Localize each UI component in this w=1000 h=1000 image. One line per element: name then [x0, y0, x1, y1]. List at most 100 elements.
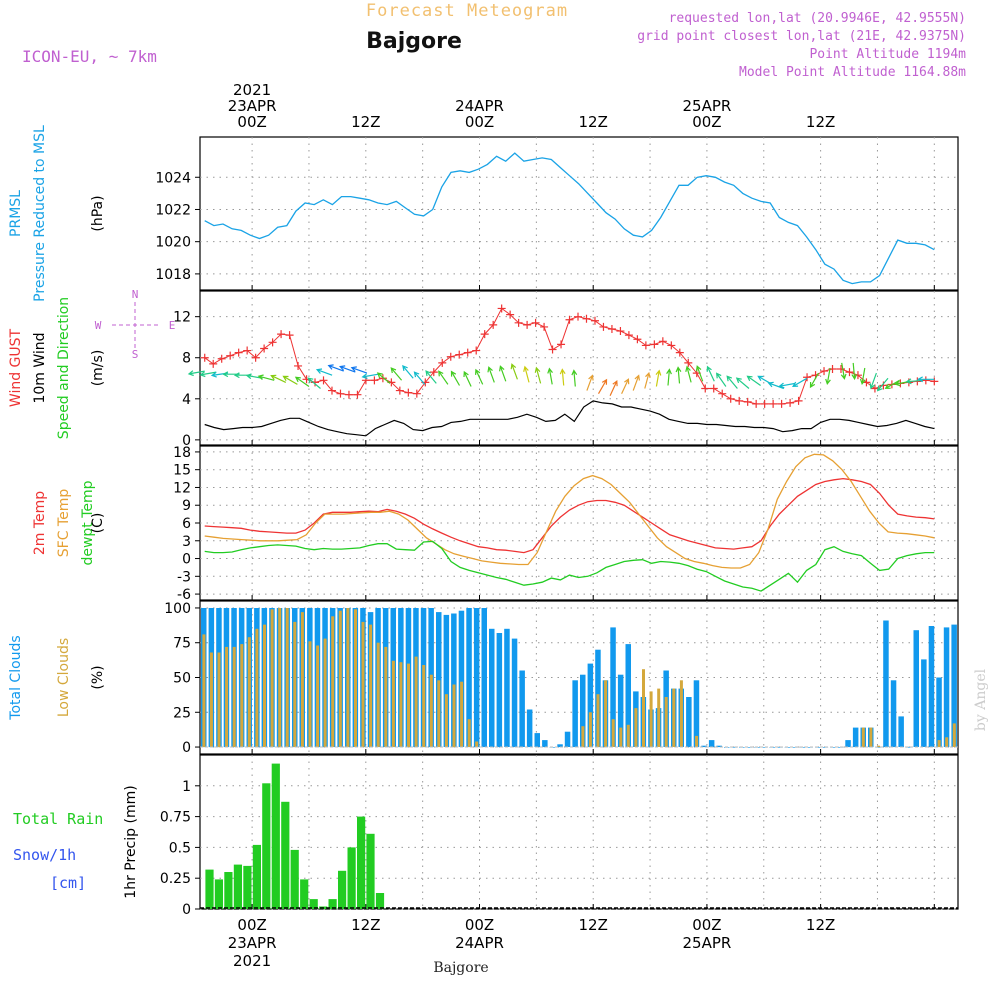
wind-direction-arrow	[655, 369, 662, 387]
total-cloud-bar	[610, 627, 616, 747]
low-cloud-bar	[293, 621, 297, 748]
low-cloud-bar	[877, 745, 880, 748]
top-time-label: 12Z	[806, 113, 835, 131]
wind-direction-arrow	[876, 377, 889, 392]
total-cloud-bar	[936, 677, 942, 747]
wind-direction-arrow	[450, 370, 461, 386]
low-cloud-bar	[429, 674, 433, 747]
wind-direction-arrow	[499, 365, 507, 382]
wind-direction-arrow	[350, 366, 368, 374]
rain-bar	[252, 844, 261, 909]
wind-direction-arrow	[859, 367, 866, 386]
y-tick-label: 1024	[155, 170, 191, 186]
wind-direction-arrow	[523, 365, 530, 383]
y-tick-label: 100	[164, 601, 191, 617]
gust-marker	[514, 318, 523, 327]
y-tick-label: -6	[177, 587, 191, 603]
y-tick-label: 6	[182, 516, 191, 532]
total-cloud-bar	[511, 638, 518, 748]
low-cloud-bar	[247, 637, 251, 748]
gust-marker	[667, 341, 676, 350]
low-cloud-bar	[346, 608, 350, 748]
watermark: by Angel	[973, 668, 989, 731]
panel-label: Pressure Reduced to MSL	[32, 125, 48, 302]
wind-direction-arrow	[376, 372, 391, 384]
wind-direction-arrow	[675, 366, 682, 384]
rain-bar	[281, 801, 290, 909]
gust-marker	[633, 335, 642, 344]
low-cloud-bar	[437, 680, 441, 748]
gust-marker	[769, 399, 778, 408]
pressure-line	[204, 152, 935, 285]
wind-panel: 0 4 8 12 Wind GUST 10m Wind Speed and Directio…	[8, 288, 959, 449]
gust-marker	[853, 371, 862, 380]
gust-marker	[548, 345, 557, 354]
wind-direction-arrow	[666, 368, 672, 386]
wind-direction-arrow	[840, 362, 847, 380]
total-cloud-bar	[481, 608, 487, 748]
total-cloud-bar	[572, 680, 578, 748]
low-cloud-bar	[369, 624, 373, 747]
low-cloud-bar	[581, 726, 585, 748]
wind-direction-arrow	[778, 382, 796, 389]
panel-label: 2m Temp	[32, 491, 48, 555]
low-cloud-bar	[407, 663, 410, 748]
gust-marker	[803, 373, 812, 382]
total-cloud-bar	[443, 614, 450, 747]
gust-marker	[260, 344, 269, 353]
top-time-label: 00Z	[692, 113, 721, 131]
wind-direction-arrow	[586, 374, 594, 391]
wind-direction-arrow	[917, 376, 935, 383]
low-cloud-bar	[217, 652, 221, 748]
y-tick-label: 9	[182, 498, 191, 514]
wind-direction-arrow	[644, 371, 651, 389]
dewpt-line	[204, 540, 935, 592]
total-cloud-bar	[746, 747, 753, 748]
gust-marker	[489, 320, 498, 329]
panel-label: 10m Wind	[32, 332, 48, 403]
gust-marker	[395, 386, 404, 395]
compass-w: W	[95, 319, 102, 332]
wind-direction-arrow	[257, 374, 275, 381]
low-cloud-bar	[596, 694, 600, 748]
panel-frame	[199, 754, 959, 910]
low-cloud-bar	[695, 735, 699, 747]
total-cloud-bar	[466, 608, 472, 748]
bottom-time-label: 00Z	[692, 916, 721, 934]
wind-direction-arrow	[438, 370, 449, 385]
total-cloud-bar	[458, 610, 465, 747]
y-tick-label: 0.5	[169, 840, 191, 856]
wind-direction-arrow	[475, 368, 484, 385]
y-tick-label: 75	[173, 636, 191, 652]
low-cloud-bar	[316, 645, 320, 747]
wind-direction-arrow	[339, 365, 356, 373]
gust-marker	[480, 330, 489, 339]
point-altitude: Point Altitude 1194m	[809, 47, 966, 62]
y-tick-label: 3	[182, 534, 191, 550]
panel-frame	[199, 290, 959, 446]
unit-label: (m/s)	[90, 350, 106, 387]
total-cloud-bar	[777, 747, 783, 748]
gust-marker	[599, 322, 608, 331]
low-cloud-bar	[285, 608, 289, 748]
gust-marker	[616, 327, 625, 336]
pressure-panel: 1018 1020 1022 1024 PRMSL Pressure Reduced to…	[8, 125, 959, 302]
clouds-panel: 0 25 50 75 100 Total Clouds Low Clouds (%)	[8, 600, 959, 756]
y-tick-label: 8	[182, 351, 191, 367]
bottom-time-label: 2021	[233, 952, 271, 970]
low-cloud-bar	[664, 697, 668, 748]
wind-direction-arrow	[327, 364, 344, 372]
y-tick-label: 0.75	[160, 810, 191, 826]
legend-label: Snow/1h	[13, 846, 76, 864]
y-tick-label: 1020	[155, 235, 191, 251]
gust-marker	[684, 358, 693, 367]
wind-direction-arrow	[425, 370, 437, 384]
wind-direction-arrow	[487, 366, 495, 383]
wind-direction-arrow	[199, 371, 217, 378]
y-tick-label: 0	[182, 902, 191, 918]
gust-marker	[251, 353, 260, 362]
low-cloud-bar	[278, 608, 282, 748]
wind-direction-arrow	[695, 365, 704, 382]
